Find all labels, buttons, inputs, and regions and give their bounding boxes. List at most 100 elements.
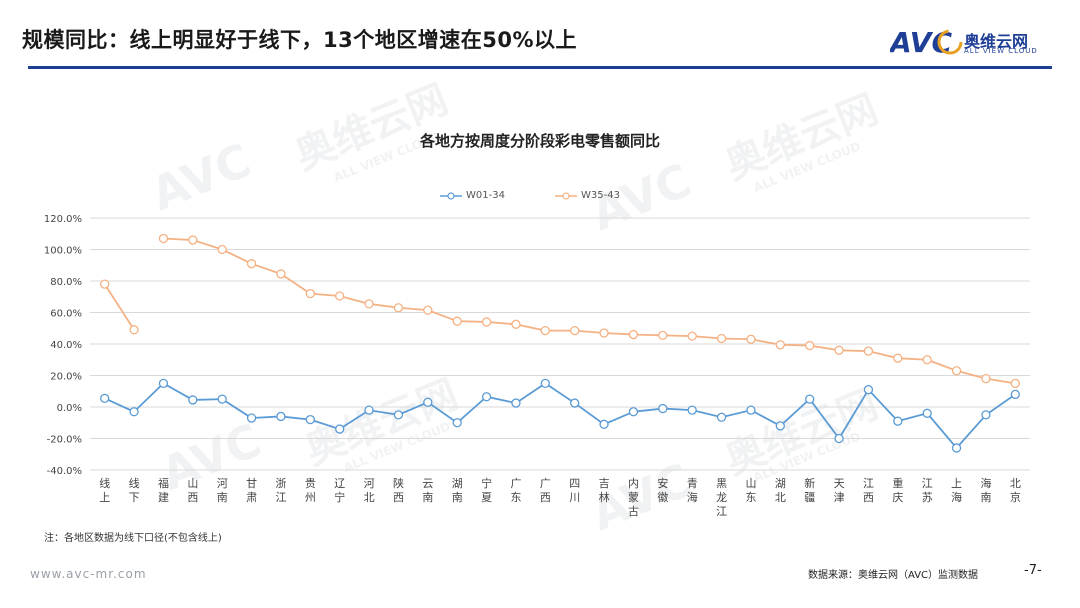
x-tick-label: 江苏	[922, 477, 933, 504]
y-tick-label: 0.0%	[57, 403, 82, 414]
data-point	[599, 419, 609, 429]
x-tick-label: 黑龙江	[716, 477, 727, 518]
logo-subtext: ALL VIEW CLOUD	[964, 47, 1038, 55]
data-point	[834, 433, 844, 444]
x-tick-label: 上海	[951, 477, 962, 504]
data-point	[393, 410, 404, 420]
data-point	[981, 410, 991, 420]
x-tick-label: 辽宁	[334, 477, 345, 504]
data-point	[158, 378, 169, 389]
data-point	[305, 414, 315, 425]
logo-mark: AVC	[890, 26, 952, 58]
data-point	[951, 366, 962, 376]
data-point	[364, 405, 374, 415]
data-point	[481, 392, 492, 402]
data-point	[893, 353, 903, 363]
legend-label-w35: W35-43	[581, 190, 620, 201]
data-point	[863, 346, 874, 356]
data-point	[423, 397, 433, 407]
y-tick-label: -40.0%	[47, 466, 82, 477]
data-point	[658, 330, 668, 340]
data-point	[129, 407, 139, 417]
x-tick-label: 甘肃	[246, 477, 257, 504]
data-point	[775, 340, 785, 350]
x-tick-label: 四川	[569, 477, 580, 504]
x-tick-label: 湖南	[452, 477, 463, 504]
y-tick-label: 20.0%	[50, 372, 82, 383]
data-point	[393, 303, 404, 313]
data-point	[540, 325, 550, 336]
data-point	[246, 413, 257, 423]
x-tick-label: 北京	[1010, 477, 1021, 504]
data-point	[834, 345, 844, 355]
data-point	[981, 373, 991, 384]
x-tick-label: 海南	[980, 476, 991, 504]
y-tick-label: 100.0%	[44, 246, 82, 257]
data-point	[716, 333, 727, 344]
data-point	[305, 288, 315, 299]
data-point	[100, 279, 110, 289]
data-point	[922, 355, 932, 365]
page-number: -7-	[1024, 563, 1042, 578]
data-point	[1010, 389, 1020, 400]
data-point	[217, 244, 227, 255]
data-point	[452, 418, 462, 428]
header-divider	[28, 66, 1052, 69]
logo-text: 奥维云网	[964, 32, 1029, 51]
data-point	[893, 416, 903, 426]
data-point	[570, 325, 580, 336]
data-point	[716, 412, 727, 422]
legend-label-w01: W01-34	[466, 190, 505, 201]
data-point	[246, 259, 257, 269]
x-tick-label: 天津	[834, 477, 845, 504]
data-point	[511, 398, 521, 408]
data-point	[746, 334, 756, 344]
x-tick-label: 广东	[510, 477, 521, 504]
data-point	[687, 331, 697, 341]
data-point	[481, 317, 492, 327]
footer-url[interactable]: www.avc-mr.com	[30, 567, 147, 581]
y-tick-label: 60.0%	[50, 309, 82, 320]
series-line	[163, 237, 1016, 385]
data-point	[158, 233, 169, 244]
y-tick-label: 80.0%	[50, 277, 82, 288]
x-tick-label: 云南	[422, 477, 433, 504]
series-line	[104, 382, 1016, 450]
avc-logo-icon: AVC	[890, 26, 963, 58]
data-point	[805, 340, 815, 351]
data-point	[217, 394, 227, 404]
data-point	[775, 421, 785, 431]
x-tick-label: 吉林	[599, 477, 610, 504]
data-point	[687, 405, 697, 415]
x-tick-label: 贵州	[305, 477, 316, 504]
x-tick-label: 宁夏	[481, 476, 492, 504]
data-point	[188, 235, 198, 245]
data-point	[188, 395, 198, 405]
x-tick-label: 重庆	[892, 476, 903, 504]
data-point	[540, 378, 550, 389]
x-tick-label: 青海	[687, 477, 698, 504]
x-tick-label: 新疆	[804, 476, 815, 504]
data-point	[628, 407, 639, 417]
data-point	[276, 269, 286, 279]
legend-line-blue-icon	[440, 191, 462, 200]
data-point	[805, 394, 815, 404]
x-tick-label: 江西	[863, 477, 874, 504]
y-tick-label: 120.0%	[44, 214, 82, 225]
x-tick-label: 河南	[217, 477, 228, 504]
x-tick-label: 线上	[99, 476, 110, 504]
x-tick-label: 河北	[364, 477, 375, 504]
x-tick-label: 广西	[540, 477, 551, 504]
legend-item-w01: W01-34	[440, 190, 505, 201]
data-source: 数据来源：奥维云网（AVC）监测数据	[808, 570, 979, 581]
data-point	[658, 403, 668, 414]
x-tick-label: 山东	[745, 477, 756, 504]
y-tick-label: 40.0%	[50, 340, 82, 351]
data-point	[1010, 378, 1020, 389]
x-tick-label: 山西	[187, 477, 198, 504]
y-tick-label: -20.0%	[47, 435, 82, 446]
data-point	[863, 385, 874, 395]
data-point	[452, 316, 462, 326]
data-point	[423, 305, 433, 315]
